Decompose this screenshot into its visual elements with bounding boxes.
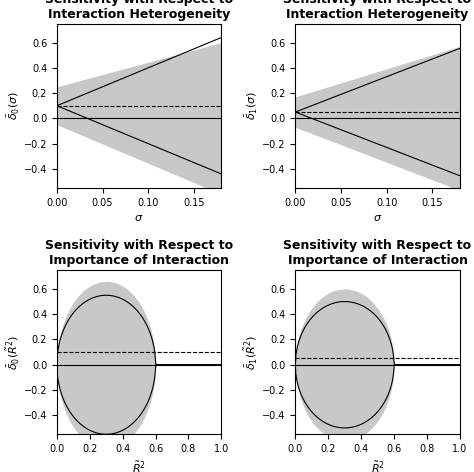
Y-axis label: $\bar{\delta}_0(\sigma)$: $\bar{\delta}_0(\sigma)$ (5, 91, 21, 120)
Y-axis label: $\bar{\delta}_0(\tilde{R}^2)$: $\bar{\delta}_0(\tilde{R}^2)$ (4, 335, 21, 370)
X-axis label: $\tilde{R}^2$: $\tilde{R}^2$ (371, 460, 384, 472)
Y-axis label: $\bar{\delta}_1(\tilde{R}^2)$: $\bar{\delta}_1(\tilde{R}^2)$ (243, 335, 259, 370)
X-axis label: $\sigma$: $\sigma$ (135, 213, 144, 223)
X-axis label: $\tilde{R}^2$: $\tilde{R}^2$ (132, 460, 146, 472)
Title: Sensitivity with Respect to
Interaction Heterogeneity: Sensitivity with Respect to Interaction … (283, 0, 472, 21)
Title: Sensitivity with Respect to
Importance of Interaction: Sensitivity with Respect to Importance o… (283, 239, 472, 268)
X-axis label: $\sigma$: $\sigma$ (373, 213, 382, 223)
Title: Sensitivity with Respect to
Interaction Heterogeneity: Sensitivity with Respect to Interaction … (45, 0, 233, 21)
Y-axis label: $\bar{\delta}_1(\sigma)$: $\bar{\delta}_1(\sigma)$ (244, 91, 259, 120)
Title: Sensitivity with Respect to
Importance of Interaction: Sensitivity with Respect to Importance o… (45, 239, 233, 268)
